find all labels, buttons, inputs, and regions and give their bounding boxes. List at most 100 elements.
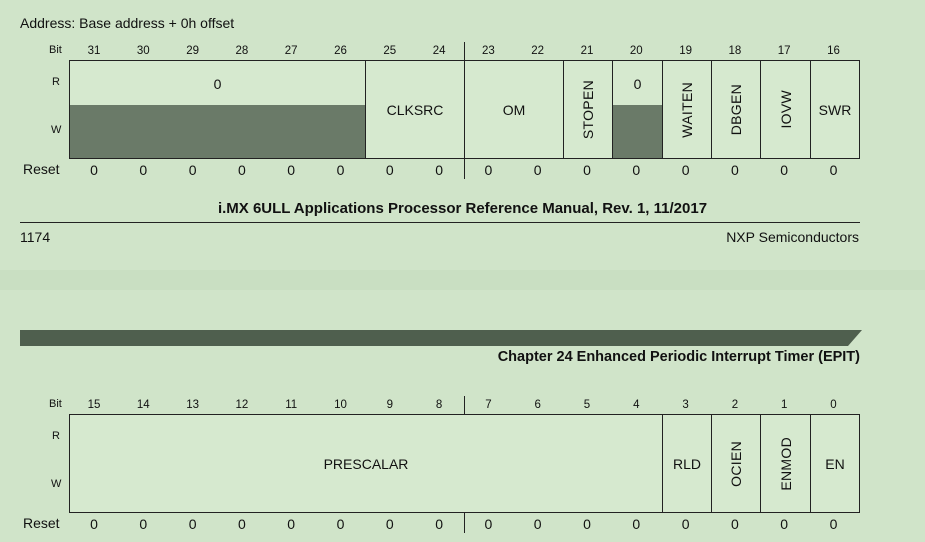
address-label: Address: Base address + 0h offset: [20, 15, 235, 31]
reset-value: 0: [780, 516, 789, 532]
bit-number: 27: [284, 45, 298, 57]
field-waiten-label: WAITEN: [679, 81, 695, 138]
reset-value: 0: [533, 516, 542, 532]
reset-value: 0: [90, 162, 98, 178]
field-iovw: IOVW: [760, 60, 811, 159]
bit-number: 2: [731, 399, 739, 411]
bit-number: 18: [728, 45, 742, 57]
reset-value: 0: [287, 516, 296, 532]
field-swr-label: SWR: [818, 101, 852, 118]
bottom-w-label: W: [51, 478, 62, 490]
bit-label-bottom: Bit: [49, 398, 62, 410]
footer-rule: [20, 222, 860, 223]
chapter-title: Chapter 24 Enhanced Periodic Interrupt T…: [497, 349, 860, 365]
reset-value: 0: [90, 516, 98, 532]
field-enmod-label: ENMOD: [777, 436, 794, 491]
field-swr: SWR: [810, 60, 860, 159]
bit-number: 8: [435, 399, 443, 411]
bit-number: 7: [485, 399, 492, 411]
reset-value: 0: [681, 162, 690, 178]
reset-value: 0: [583, 162, 591, 178]
bit-number: 26: [334, 45, 347, 57]
top-halfword-separator: [464, 42, 465, 60]
reset-value: 0: [139, 516, 148, 532]
bit-number: 31: [87, 45, 101, 57]
bit-number: 15: [87, 399, 101, 411]
reset-value: 0: [237, 162, 246, 178]
page-number: 1174: [20, 229, 51, 245]
bottom-halfword-separator: [464, 396, 465, 414]
field-stopen: STOPEN: [563, 60, 613, 159]
bit20-read-value: 0: [633, 76, 642, 92]
bit-number: 19: [679, 45, 692, 57]
reset-value: 0: [780, 162, 789, 178]
bit-number: 9: [386, 399, 393, 411]
bit-number: 6: [534, 399, 541, 411]
field-dbgen-label: DBGEN: [728, 83, 744, 136]
field-ocien: OCIEN: [711, 414, 761, 513]
reset-value: 0: [829, 162, 838, 178]
reserved-write-shade: [70, 105, 365, 158]
manual-title: i.MX 6ULL Applications Processor Referen…: [217, 200, 708, 217]
bit-number: 1: [780, 399, 788, 411]
field-waiten: WAITEN: [662, 60, 712, 159]
bit20-write-shade: [613, 105, 662, 158]
reset-value: 0: [188, 162, 197, 178]
field-clksrc: CLKSRC: [365, 60, 465, 159]
reset-value: 0: [435, 162, 443, 178]
bit-number: 25: [383, 45, 397, 57]
reset-value: 0: [188, 516, 197, 532]
reset-value: 0: [681, 516, 690, 532]
reset-value: 0: [237, 516, 246, 532]
field-prescalar-label: PRESCALAR: [323, 455, 409, 472]
top-r-label: R: [52, 76, 60, 88]
reset-value: 0: [484, 516, 493, 532]
bit-number: 28: [235, 45, 249, 57]
bit-number: 21: [580, 45, 594, 57]
field-om-label: OM: [502, 101, 526, 118]
reset-value: 0: [435, 516, 443, 532]
bit-label: Bit: [49, 44, 62, 56]
bit-number: 10: [334, 399, 347, 411]
bit-number: 22: [531, 45, 545, 57]
field-clksrc-label: CLKSRC: [386, 101, 444, 118]
field-stopen-label: STOPEN: [580, 79, 596, 140]
bit-number: 12: [235, 399, 249, 411]
bit-number: 11: [285, 399, 298, 411]
reset-value: 0: [385, 162, 394, 178]
bit-number: 5: [583, 399, 591, 411]
reset-value: 0: [730, 162, 739, 178]
bit-number: 29: [186, 45, 199, 57]
reset-value: 0: [632, 516, 641, 532]
bottom-reset-separator: [464, 513, 465, 533]
top-w-label: W: [51, 124, 62, 136]
field-dbgen: DBGEN: [711, 60, 761, 159]
field-om: OM: [464, 60, 564, 159]
top-reset-label: Reset: [23, 161, 60, 177]
reset-value: 0: [336, 162, 345, 178]
bit-number: 17: [777, 45, 791, 57]
chapter-bar-shape: [20, 330, 862, 346]
field-rld: RLD: [662, 414, 712, 513]
reset-value: 0: [583, 516, 591, 532]
reset-value: 0: [139, 162, 148, 178]
chapter-bar: [20, 330, 862, 346]
reset-value: 0: [533, 162, 542, 178]
bit-number: 24: [432, 45, 446, 57]
field-rld-label: RLD: [672, 455, 701, 472]
top-reset-separator: [464, 159, 465, 179]
reset-value: 0: [484, 162, 493, 178]
reset-value: 0: [336, 516, 345, 532]
field-en: EN: [810, 414, 860, 513]
bit-number: 3: [682, 399, 689, 411]
bit-number: 0: [830, 399, 837, 411]
bit-number: 4: [633, 399, 640, 411]
bit-number: 16: [827, 45, 840, 57]
bottom-reset-label: Reset: [23, 515, 60, 531]
reserved-read-value: 0: [213, 76, 222, 92]
bit-number: 23: [481, 45, 495, 57]
reset-value: 0: [287, 162, 296, 178]
bit-number: 30: [136, 45, 150, 57]
company-name: NXP Semiconductors: [726, 229, 859, 245]
reset-value: 0: [730, 516, 739, 532]
